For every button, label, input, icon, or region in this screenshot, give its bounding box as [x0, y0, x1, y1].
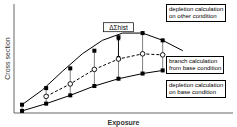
html-text:branch calculation from base c: branch calculation from base condition [169, 58, 222, 72]
html-text:depletion calculation on base: depletion calculation on base condition [169, 82, 224, 96]
svg-text:Cross section: Cross section [4, 37, 11, 80]
svg-text:ΔΣhist: ΔΣhist [109, 24, 128, 31]
svg-text:Exposure: Exposure [108, 119, 140, 127]
html-text:depletion calculation on other: depletion calculation on other condition [169, 6, 224, 20]
